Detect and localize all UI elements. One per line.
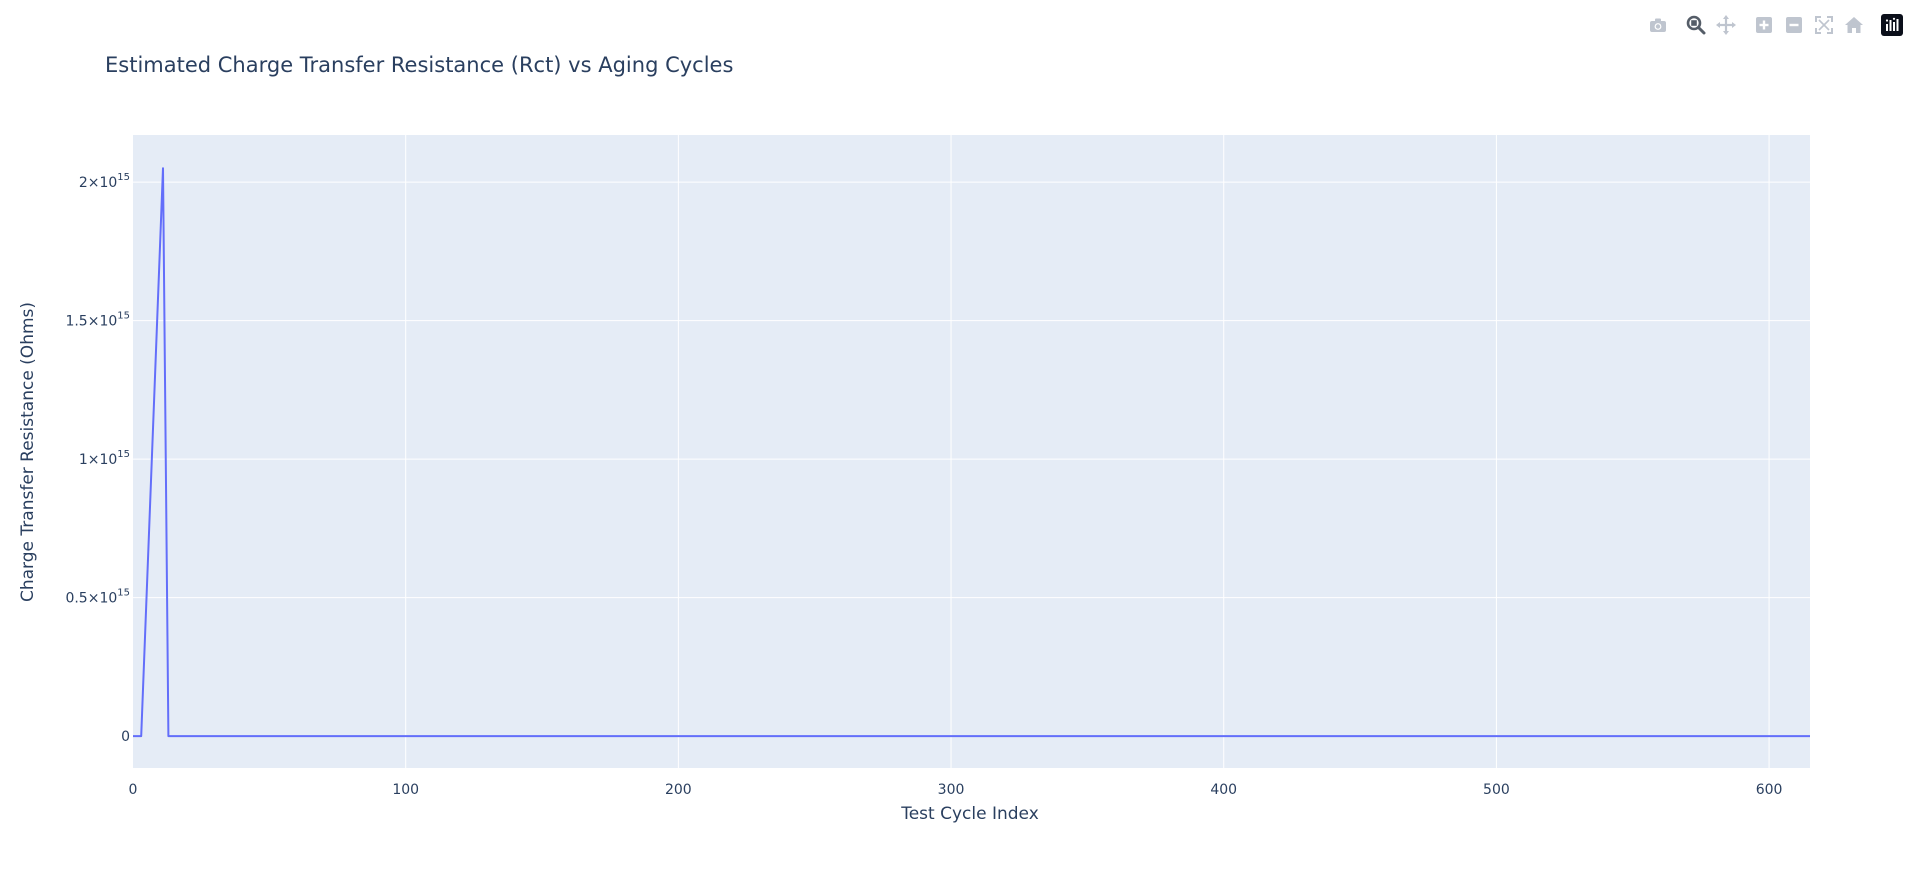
modebar-group-logo [1880, 14, 1904, 36]
camera-icon [1650, 18, 1666, 32]
zoom-out-button[interactable] [1782, 14, 1806, 36]
modebar-group-zoom [1752, 14, 1866, 36]
grid-lines [133, 135, 1810, 768]
y-axis-ticks: 0 0.5×1015 1×1015 1.5×1015 2×1015 [65, 172, 130, 745]
y-tick-label: 1×1015 [79, 449, 130, 468]
chart-title: Estimated Charge Transfer Resistance (Rc… [105, 53, 733, 77]
modebar-group-export [1646, 14, 1670, 36]
series-line [133, 167, 1810, 738]
y-tick-label: 2×1015 [79, 172, 130, 191]
reset-axes-icon [1845, 17, 1863, 33]
x-tick-label: 300 [938, 782, 965, 798]
series-layer [133, 167, 1810, 738]
x-tick-label: 100 [392, 782, 419, 798]
pan-button[interactable] [1714, 14, 1738, 36]
x-tick-label: 200 [665, 782, 692, 798]
modebar-group-drag [1684, 14, 1738, 36]
autoscale-icon [1815, 16, 1833, 34]
zoom-in-button[interactable] [1752, 14, 1776, 36]
x-tick-label: 500 [1483, 782, 1510, 798]
chart-modebar [1636, 14, 1904, 36]
x-tick-label: 400 [1210, 782, 1237, 798]
reset-axes-button[interactable] [1842, 14, 1866, 36]
plot-area[interactable] [133, 135, 1810, 768]
autoscale-button[interactable] [1812, 14, 1836, 36]
x-axis-ticks: 0 100 200 300 400 500 600 [129, 782, 1783, 798]
plotly-logo-icon [1881, 14, 1903, 36]
x-tick-label: 0 [129, 782, 138, 798]
download-plot-button[interactable] [1646, 14, 1670, 36]
zoom-out-icon [1786, 17, 1802, 33]
y-axis-title: Charge Transfer Resistance (Ohms) [18, 302, 38, 602]
y-tick-label: 1.5×1015 [65, 311, 130, 330]
pan-icon [1716, 15, 1736, 35]
y-tick-label: 0 [121, 729, 130, 745]
x-axis-title: Test Cycle Index [900, 804, 1039, 824]
zoom-icon [1686, 15, 1706, 35]
x-tick-label: 600 [1756, 782, 1783, 798]
y-tick-label: 0.5×1015 [65, 588, 130, 607]
zoom-button[interactable] [1684, 14, 1708, 36]
zoom-in-icon [1756, 17, 1772, 33]
plotly-logo-button[interactable] [1880, 14, 1904, 36]
